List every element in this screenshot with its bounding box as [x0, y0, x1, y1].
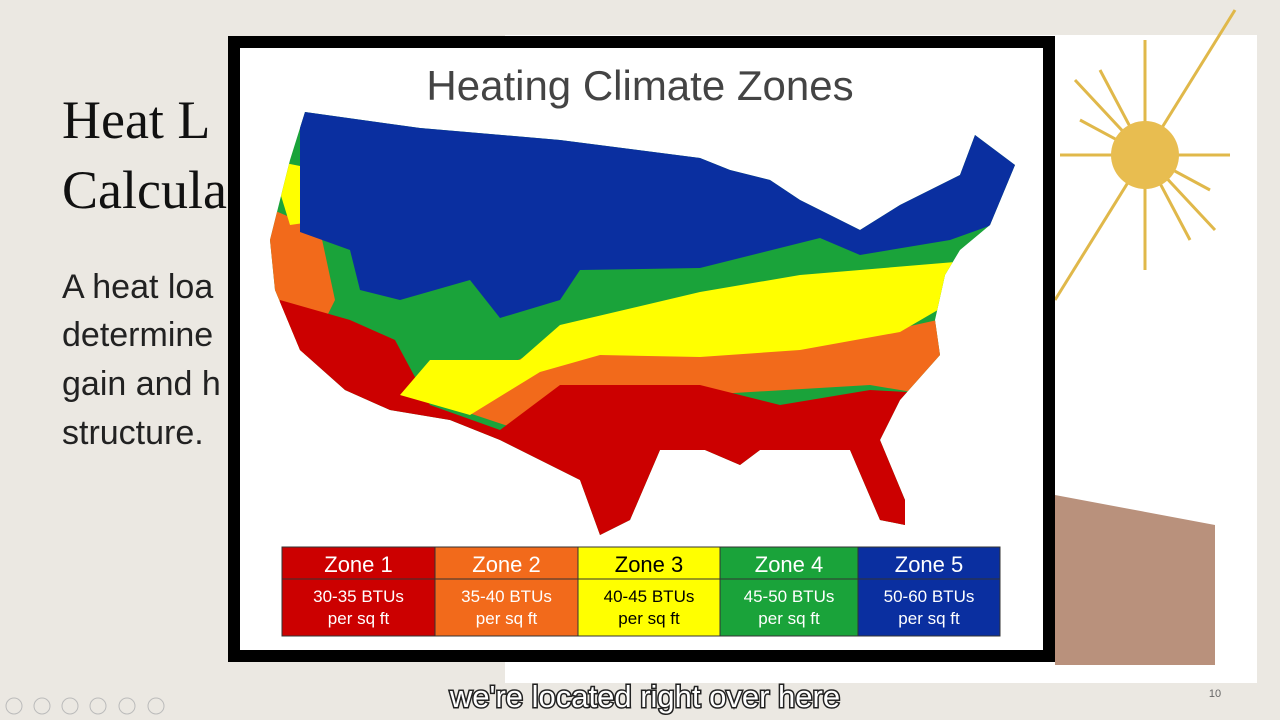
slide-title: Heat L	[62, 90, 210, 150]
control-button[interactable]	[89, 697, 107, 715]
zone-name: Zone 1	[324, 552, 393, 577]
zone-detail: 35-40 BTUs	[461, 587, 552, 606]
zone-name: Zone 2	[472, 552, 541, 577]
zone-name: Zone 4	[755, 552, 824, 577]
control-button[interactable]	[147, 697, 165, 715]
zone-detail: per sq ft	[476, 609, 538, 628]
zone-detail: 40-45 BTUs	[604, 587, 695, 606]
decor-shape	[1055, 495, 1215, 665]
control-button[interactable]	[33, 697, 51, 715]
body-text: A heat loa	[62, 268, 213, 306]
slide-number: 10	[1209, 688, 1221, 700]
control-button[interactable]	[61, 697, 79, 715]
caption: we're located right over here	[449, 679, 840, 714]
legend-cell	[577, 546, 721, 637]
sun-icon	[1053, 9, 1237, 301]
body-text: structure.	[62, 414, 204, 452]
zone-detail: per sq ft	[898, 609, 960, 628]
legend: Zone 1 30-35 BTUs per sq ft Zone 2 35-40 BTU…	[281, 546, 1001, 637]
zone-detail: per sq ft	[618, 609, 680, 628]
body-text: gain and h	[62, 365, 221, 403]
zone-detail: 45-50 BTUs	[744, 587, 835, 606]
zone-name: Zone 5	[895, 552, 964, 577]
zone-name: Zone 3	[615, 552, 684, 577]
control-button[interactable]	[5, 697, 23, 715]
body-text: determine	[62, 316, 213, 354]
zone-detail: per sq ft	[328, 609, 390, 628]
slide-title: Calcula	[62, 160, 227, 220]
slide-controls	[5, 697, 165, 715]
zone-detail: 30-35 BTUs	[313, 587, 404, 606]
legend-cell	[857, 546, 1001, 637]
zone-detail: 50-60 BTUs	[884, 587, 975, 606]
legend-cell	[281, 546, 436, 637]
map-title: Heating Climate Zones	[426, 62, 853, 109]
legend-cell	[719, 546, 859, 637]
control-button[interactable]	[118, 697, 136, 715]
zone-detail: per sq ft	[758, 609, 820, 628]
legend-cell	[434, 546, 579, 637]
